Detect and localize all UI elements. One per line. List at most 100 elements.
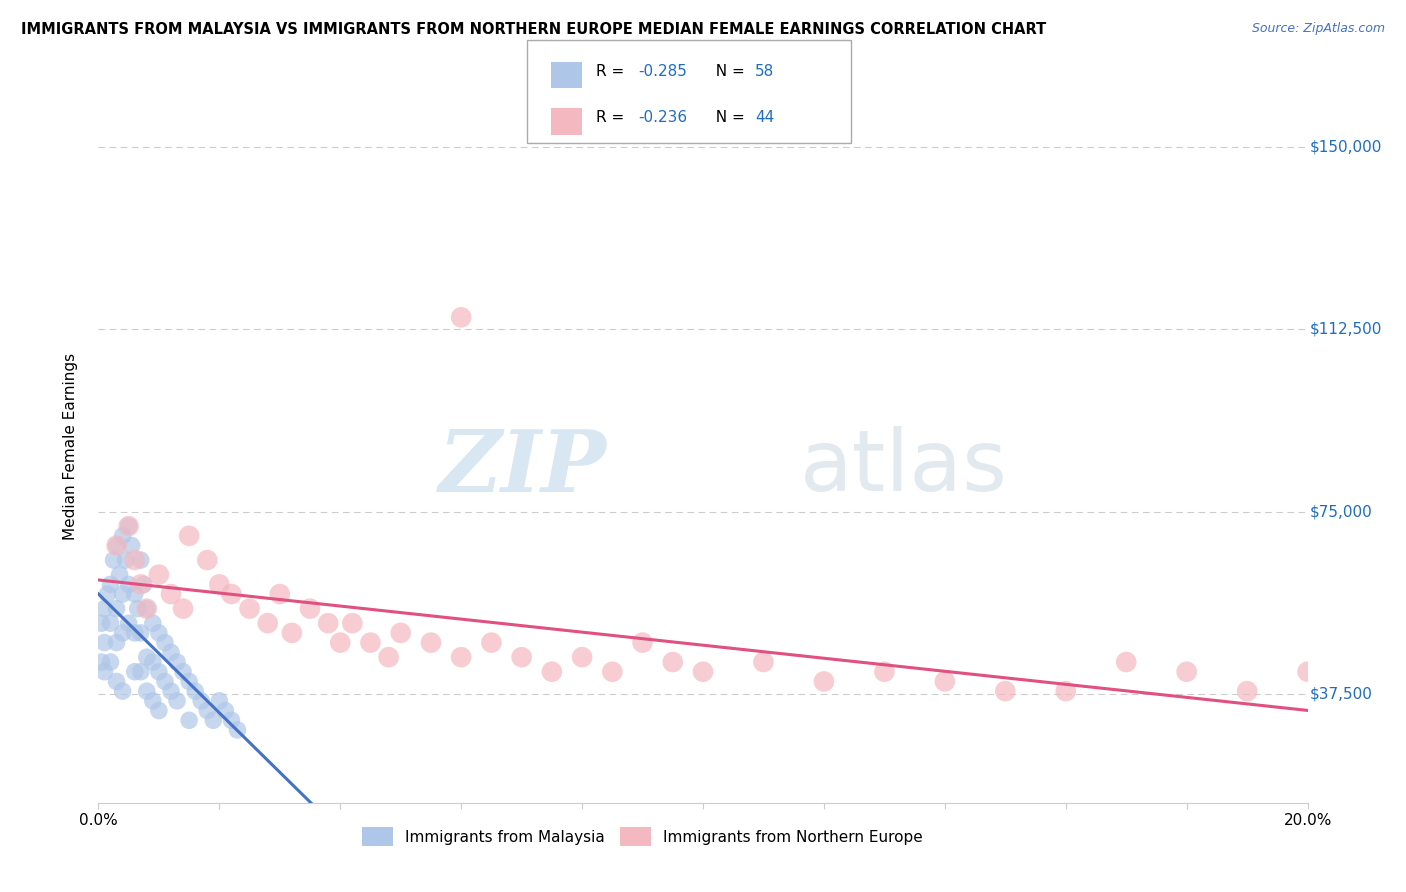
- Point: [540, 665, 562, 679]
- Legend: Immigrants from Malaysia, Immigrants from Northern Europe: Immigrants from Malaysia, Immigrants fro…: [356, 822, 929, 852]
- Point: [93, 665, 115, 679]
- Point: [108, 567, 131, 582]
- Point: [1236, 684, 1258, 698]
- Point: [752, 655, 775, 669]
- Point: [118, 519, 141, 533]
- Point: [813, 674, 835, 689]
- Point: [221, 587, 243, 601]
- Point: [160, 645, 183, 659]
- Point: [571, 650, 593, 665]
- Point: [103, 553, 125, 567]
- Point: [239, 601, 262, 615]
- Point: [179, 713, 201, 727]
- Point: [93, 635, 115, 649]
- Point: [450, 310, 472, 325]
- Point: [184, 684, 207, 698]
- Point: [377, 650, 399, 665]
- Point: [129, 577, 152, 591]
- Point: [934, 674, 956, 689]
- Point: [100, 655, 122, 669]
- Text: IMMIGRANTS FROM MALAYSIA VS IMMIGRANTS FROM NORTHERN EUROPE MEDIAN FEMALE EARNIN: IMMIGRANTS FROM MALAYSIA VS IMMIGRANTS F…: [21, 22, 1046, 37]
- Point: [281, 626, 304, 640]
- Text: -0.236: -0.236: [638, 111, 688, 125]
- Point: [172, 665, 194, 679]
- Point: [127, 601, 149, 615]
- Point: [172, 601, 194, 615]
- Point: [661, 655, 683, 669]
- Text: 44: 44: [755, 111, 775, 125]
- Point: [118, 577, 141, 591]
- Text: -0.285: -0.285: [638, 64, 688, 78]
- Point: [135, 650, 157, 665]
- Point: [142, 616, 165, 631]
- Y-axis label: Median Female Earnings: Median Female Earnings: [63, 352, 77, 540]
- Point: [93, 601, 115, 615]
- Point: [105, 539, 128, 553]
- Point: [105, 674, 128, 689]
- Point: [160, 587, 183, 601]
- Text: 58: 58: [755, 64, 775, 78]
- Point: [256, 616, 278, 631]
- Point: [90, 616, 112, 631]
- Point: [160, 684, 183, 698]
- Point: [214, 704, 236, 718]
- Point: [179, 674, 201, 689]
- Point: [105, 635, 128, 649]
- Point: [105, 539, 128, 553]
- Point: [1296, 665, 1319, 679]
- Text: N =: N =: [706, 64, 749, 78]
- Point: [118, 616, 141, 631]
- Point: [96, 587, 118, 601]
- Point: [153, 635, 176, 649]
- Point: [166, 694, 188, 708]
- Text: R =: R =: [596, 111, 630, 125]
- Point: [316, 616, 339, 631]
- Point: [148, 704, 170, 718]
- Point: [221, 713, 243, 727]
- Point: [299, 601, 322, 615]
- Point: [148, 665, 170, 679]
- Text: $112,500: $112,500: [1310, 322, 1382, 337]
- Point: [135, 684, 157, 698]
- Point: [1115, 655, 1137, 669]
- Point: [135, 601, 157, 615]
- Point: [602, 665, 624, 679]
- Point: [873, 665, 896, 679]
- Point: [111, 587, 134, 601]
- Point: [179, 529, 201, 543]
- Point: [360, 635, 382, 649]
- Point: [481, 635, 503, 649]
- Point: [420, 635, 443, 649]
- Point: [142, 655, 165, 669]
- Point: [129, 626, 152, 640]
- Text: $37,500: $37,500: [1310, 686, 1372, 701]
- Point: [195, 553, 218, 567]
- Point: [631, 635, 654, 649]
- Text: atlas: atlas: [800, 425, 1008, 509]
- Point: [1175, 665, 1198, 679]
- Point: [129, 665, 152, 679]
- Point: [208, 694, 231, 708]
- Point: [132, 577, 155, 591]
- Point: [111, 626, 134, 640]
- Point: [190, 694, 212, 708]
- Point: [124, 553, 146, 567]
- Point: [510, 650, 533, 665]
- Point: [142, 694, 165, 708]
- Point: [148, 626, 170, 640]
- Point: [124, 587, 146, 601]
- Point: [226, 723, 249, 737]
- Point: [111, 529, 134, 543]
- Text: $75,000: $75,000: [1310, 504, 1372, 519]
- Point: [202, 713, 225, 727]
- Point: [166, 655, 188, 669]
- Point: [692, 665, 714, 679]
- Point: [135, 601, 157, 615]
- Point: [100, 577, 122, 591]
- Point: [114, 553, 136, 567]
- Text: Source: ZipAtlas.com: Source: ZipAtlas.com: [1251, 22, 1385, 36]
- Point: [118, 519, 141, 533]
- Text: $150,000: $150,000: [1310, 140, 1382, 155]
- Point: [100, 616, 122, 631]
- Point: [129, 553, 152, 567]
